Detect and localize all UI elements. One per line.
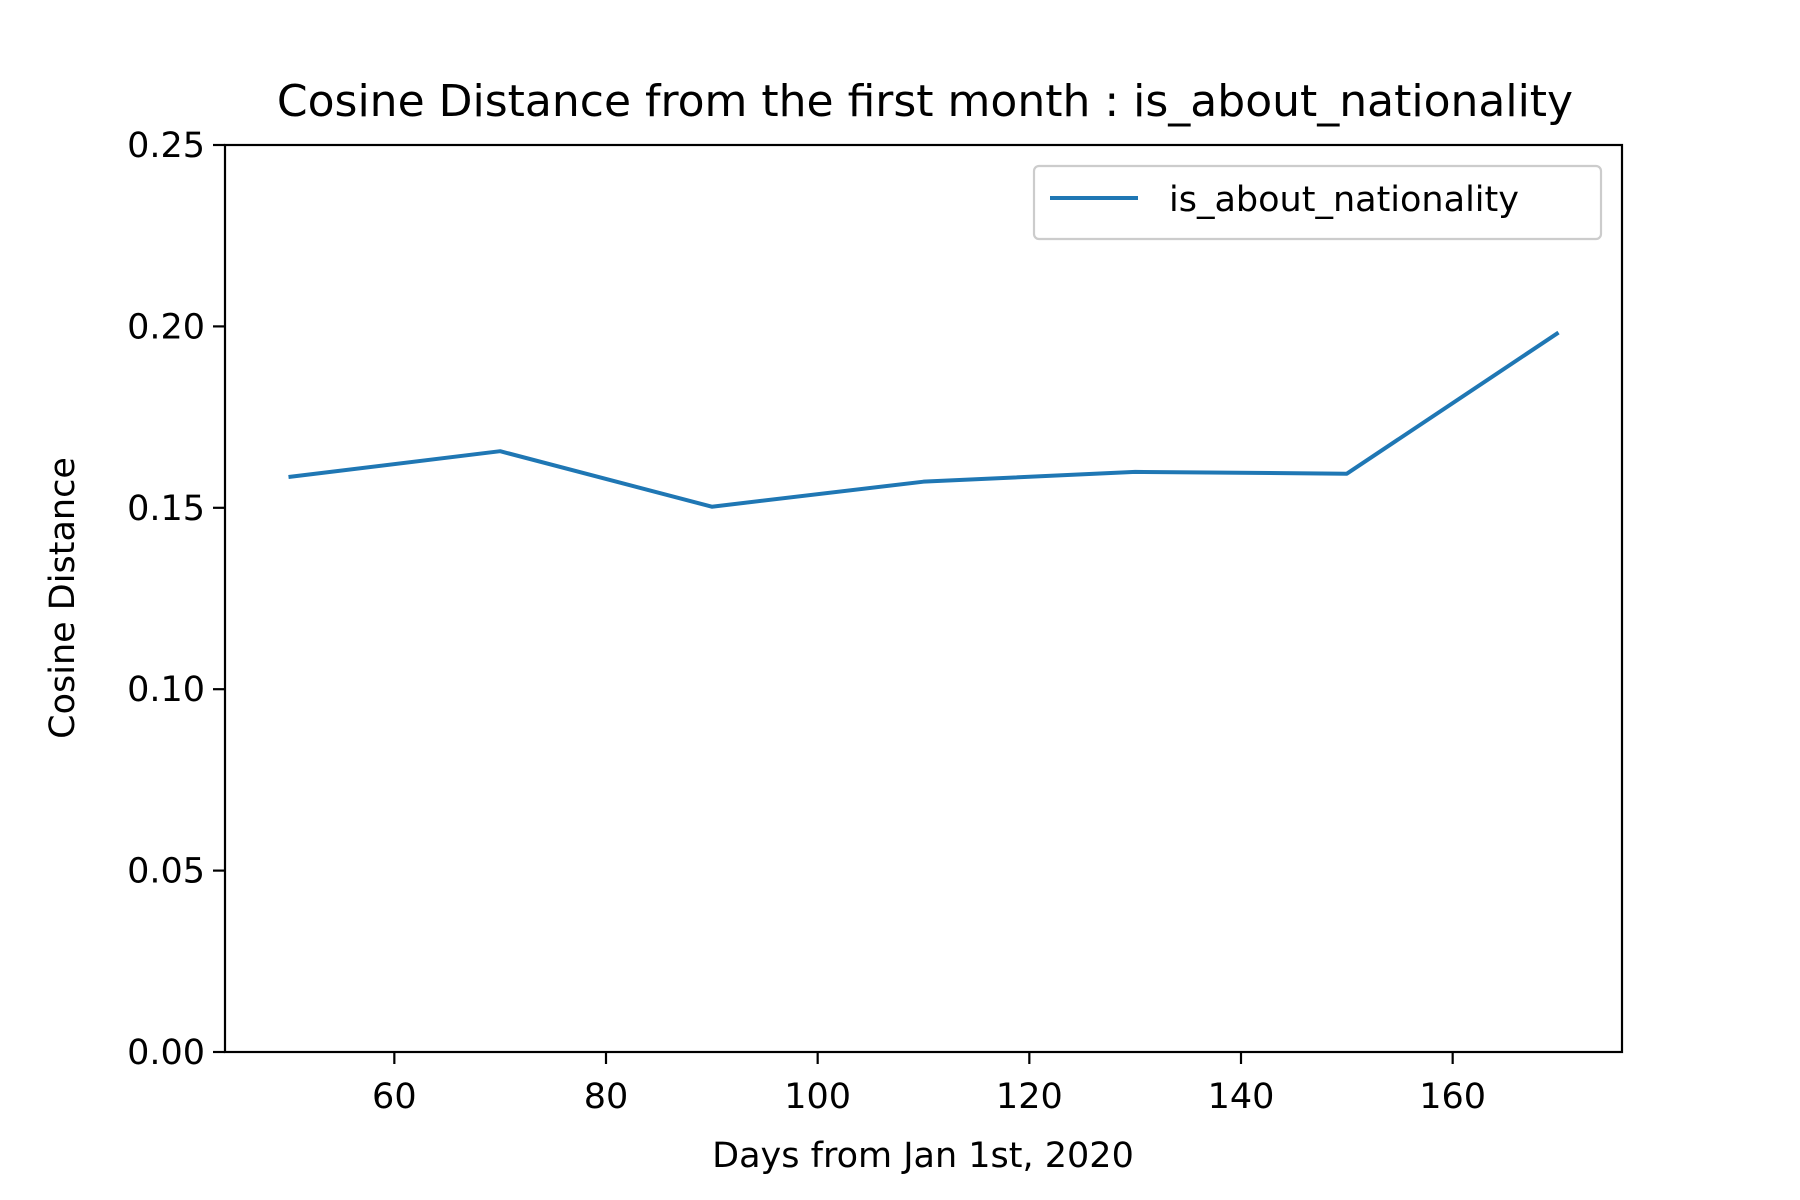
y-tick-label: 0.25 (127, 126, 205, 166)
plot-area: 0.00 0.05 0.10 0.15 0.20 0.25 60 80 100 120 140 16… (127, 126, 1624, 1117)
y-tick-label: 0.00 (127, 1033, 205, 1073)
y-tick-label: 0.15 (127, 489, 205, 529)
y-tick-label: 0.05 (127, 852, 205, 892)
x-tick-label: 160 (1419, 1077, 1486, 1117)
legend: is_about_nationality (1032, 164, 1603, 241)
x-tick-label: 140 (1208, 1077, 1275, 1117)
x-tick-label: 120 (996, 1077, 1063, 1117)
x-axis: 60 80 100 120 140 160 (372, 1052, 1486, 1117)
series-layer (288, 330, 1560, 509)
legend-box (1032, 164, 1603, 241)
chart-title: Cosine Distance from the first month : i… (277, 76, 1573, 127)
y-tick-label: 0.10 (127, 670, 205, 710)
x-tick-label: 80 (584, 1077, 629, 1117)
y-tick-label: 0.20 (127, 307, 205, 347)
x-axis-label: Days from Jan 1st, 2020 (712, 1136, 1134, 1176)
x-tick-label: 100 (784, 1077, 851, 1117)
y-axis-label: Cosine Distance (43, 457, 83, 739)
x-tick-label: 60 (372, 1077, 417, 1117)
legend-label: is_about_nationality (1169, 180, 1519, 220)
y-axis: 0.00 0.05 0.10 0.15 0.20 0.25 (127, 126, 225, 1073)
series-line (288, 330, 1560, 509)
plot-frame (223, 143, 1624, 1054)
